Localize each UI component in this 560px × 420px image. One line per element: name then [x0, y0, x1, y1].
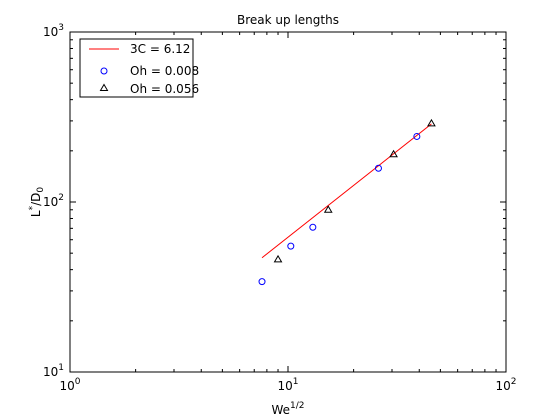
data-point-triangle — [273, 254, 283, 263]
y-tick-label: 102 — [43, 193, 64, 209]
y-tick-label: 101 — [43, 363, 64, 379]
legend: 3C = 6.12 Oh = 0.008 Oh = 0.056 — [79, 38, 199, 98]
x-axis-ticks: 100 101 102 — [59, 32, 517, 393]
data-point-circle — [374, 164, 382, 172]
legend-circle-swatch — [100, 67, 108, 75]
x-tick-label: 100 — [59, 377, 80, 393]
x-axis-label: We1/2 — [271, 401, 304, 417]
fit-line — [261, 123, 432, 259]
legend-label-fit: 3C = 6.12 — [130, 42, 190, 56]
x-tick-label: 102 — [495, 377, 516, 393]
series-layer — [258, 118, 436, 286]
chart-title: Break up lengths — [237, 13, 339, 27]
legend-triangle-swatch — [99, 83, 109, 91]
y-axis-ticks: 101 102 103 — [43, 23, 506, 379]
data-point-triangle — [389, 149, 398, 158]
legend-label-oh-0056: Oh = 0.056 — [130, 82, 199, 96]
data-point-circle — [309, 223, 317, 231]
data-point-circle — [287, 242, 295, 250]
data-point-triangle — [323, 205, 333, 213]
data-point-circle — [258, 278, 266, 286]
data-point-triangle — [427, 118, 436, 127]
y-tick-label: 103 — [43, 23, 64, 39]
legend-label-oh-0008: Oh = 0.008 — [130, 64, 199, 78]
data-point-circle — [413, 132, 421, 140]
x-tick-label: 101 — [277, 377, 298, 393]
y-axis-label: L*/D0 — [28, 187, 46, 217]
